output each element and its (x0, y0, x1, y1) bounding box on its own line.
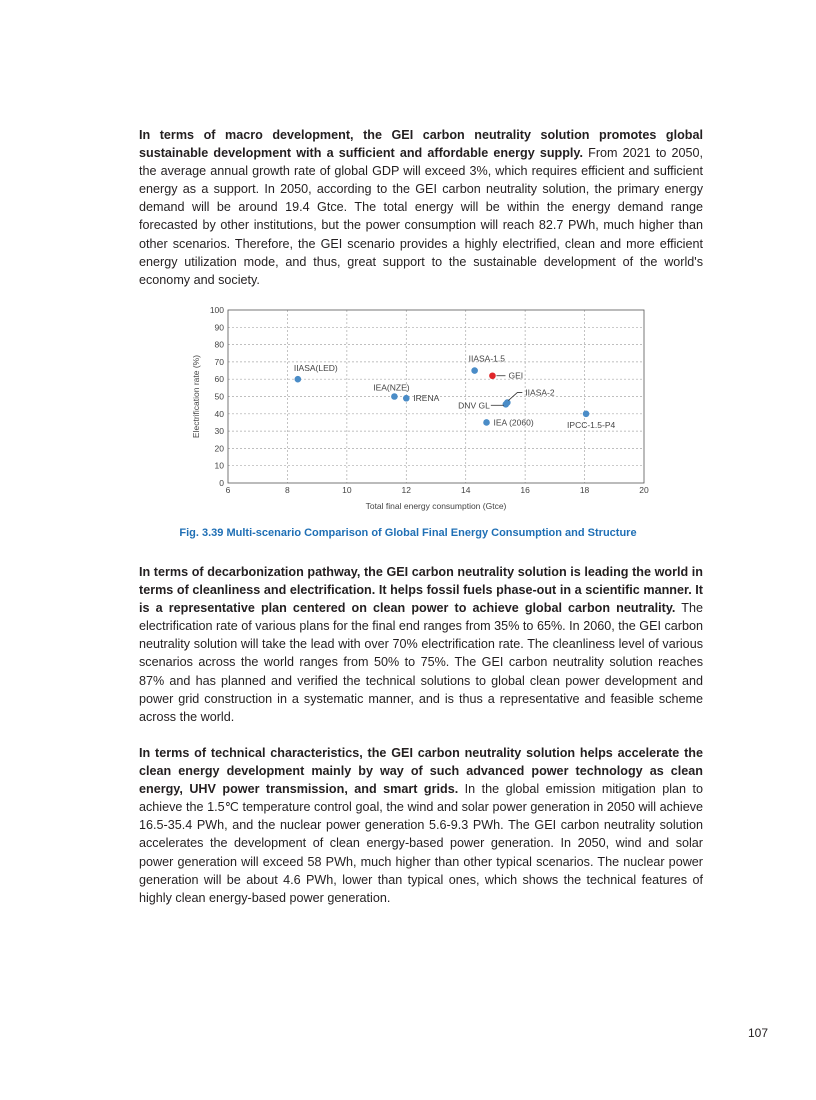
data-point (471, 367, 478, 374)
point-label: IIASA-2 (525, 388, 555, 398)
x-tick-label: 18 (580, 485, 590, 495)
y-axis-label: Electrification rate (%) (191, 355, 201, 438)
paragraph-lead: In terms of technical characteristics, t… (139, 746, 703, 797)
x-tick-label: 12 (402, 485, 412, 495)
point-label: IIASA-1.5 (469, 354, 506, 364)
y-tick-label: 40 (215, 409, 225, 419)
point-label: IIASA(LED) (294, 363, 338, 373)
paragraph-lead: In terms of decarbonization pathway, the… (139, 565, 703, 616)
scatter-chart: 0 10 20 30 40 50 60 70 80 90 100 6 8 10 12 14 16 18 20 Tota… (191, 305, 649, 511)
y-tick-label: 100 (210, 305, 224, 315)
point-label: IRENA (413, 393, 439, 403)
data-point (489, 372, 496, 380)
paragraph-macro-development: In terms of macro development, the GEI c… (139, 126, 703, 289)
x-tick-label: 16 (520, 485, 530, 495)
x-tick-label: 10 (342, 485, 352, 495)
plot-frame (227, 309, 645, 484)
paragraph-body: From 2021 to 2050, the average annual gr… (139, 146, 703, 287)
y-tick-label: 70 (215, 357, 225, 367)
y-tick-label: 10 (215, 461, 225, 471)
y-tick-label: 0 (219, 478, 224, 488)
paragraph-technical: In terms of technical characteristics, t… (139, 744, 703, 907)
page-number: 107 (748, 1026, 769, 1040)
y-tick-label: 30 (215, 426, 225, 436)
point-label: DNV GL (458, 400, 490, 410)
x-tick-label: 8 (285, 485, 290, 495)
paragraph-decarbonization: In terms of decarbonization pathway, the… (139, 563, 703, 726)
paragraph-body: The electrification rate of various plan… (139, 601, 703, 724)
point-label: IEA (2060) (494, 417, 534, 427)
y-tick-label: 80 (215, 340, 225, 350)
data-point (502, 400, 510, 408)
x-tick-label: 14 (461, 485, 471, 495)
figure-caption: Fig. 3.39 Multi-scenario Comparison of G… (179, 527, 637, 539)
data-point (294, 375, 302, 383)
point-label: IPCC-1.5-P4 (567, 420, 615, 430)
point-label: GEI (508, 371, 523, 381)
paragraph-body: In the global emission mitigation plan t… (139, 782, 703, 905)
data-point (391, 393, 398, 400)
data-point (483, 419, 490, 426)
paragraph-lead: In terms of macro development, the GEI c… (139, 128, 703, 161)
x-tick-label: 20 (639, 485, 649, 495)
y-tick-label: 20 (215, 443, 225, 453)
point-label: IEA(NZE) (373, 383, 410, 393)
leader-line (508, 392, 523, 401)
y-tick-label: 50 (215, 392, 225, 402)
x-axis-label: Total final energy consumption (Gtce) (366, 501, 507, 511)
x-tick-label: 6 (226, 485, 231, 495)
y-tick-label: 90 (215, 322, 225, 332)
data-point (402, 394, 410, 402)
data-point (582, 410, 590, 418)
y-tick-label: 60 (215, 374, 225, 384)
